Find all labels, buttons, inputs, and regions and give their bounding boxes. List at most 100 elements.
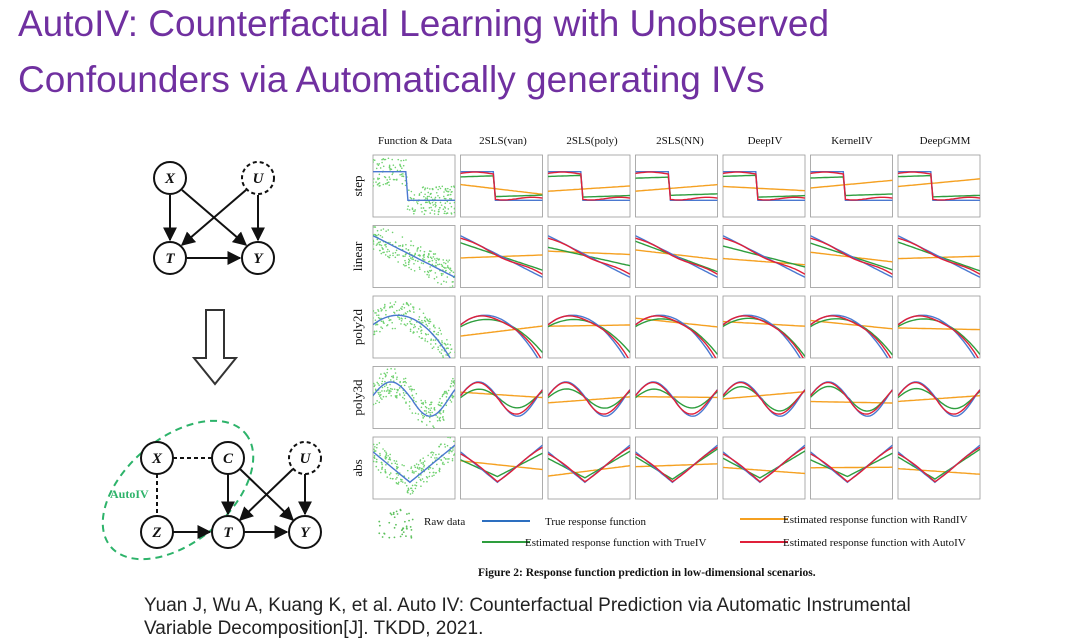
randiv-curve xyxy=(548,185,630,192)
raw-dot xyxy=(435,453,437,456)
raw-dot xyxy=(383,303,386,306)
raw-dot xyxy=(418,308,421,310)
raw-dot xyxy=(427,254,430,256)
raw-dot xyxy=(423,415,426,418)
plot-frame xyxy=(810,154,893,218)
raw-dot xyxy=(425,410,427,412)
raw-dot xyxy=(434,203,436,206)
trueiv-curve xyxy=(898,387,980,410)
raw-dot xyxy=(378,393,380,395)
trueiv-curve xyxy=(460,452,543,478)
legend-dot xyxy=(410,535,413,538)
raw-dot xyxy=(445,404,448,407)
raw-dot xyxy=(444,262,447,265)
raw-dot xyxy=(386,386,389,389)
raw-dot xyxy=(450,348,452,351)
raw-dot xyxy=(421,478,424,480)
raw-dot xyxy=(412,306,414,308)
raw-dot xyxy=(445,390,447,393)
raw-dot xyxy=(450,212,453,214)
raw-dot xyxy=(420,326,422,329)
raw-dot xyxy=(433,210,436,212)
raw-dot xyxy=(402,159,405,162)
raw-dot xyxy=(385,309,387,312)
raw-dot xyxy=(438,401,441,404)
raw-dot xyxy=(394,178,396,181)
raw-dot xyxy=(384,373,387,376)
raw-dot xyxy=(403,384,406,387)
raw-dot xyxy=(395,460,398,462)
raw-dot xyxy=(442,393,445,396)
raw-dot xyxy=(408,386,410,388)
raw-dot xyxy=(373,385,376,388)
autoiv-curve xyxy=(548,446,630,483)
raw-dot xyxy=(426,197,429,200)
top-graph-edges xyxy=(163,189,265,265)
raw-dot xyxy=(385,230,387,232)
legend-dot xyxy=(392,511,395,514)
raw-dot xyxy=(409,408,411,410)
raw-dot xyxy=(424,316,426,319)
autoiv-curve xyxy=(460,446,543,483)
raw-dot xyxy=(444,210,446,213)
raw-dot xyxy=(433,426,435,429)
raw-dot xyxy=(449,193,452,196)
raw-dot xyxy=(376,238,379,241)
raw-dot xyxy=(438,196,441,199)
autoiv-curve xyxy=(898,315,979,358)
raw-dot xyxy=(401,182,404,185)
plot-curves xyxy=(635,444,718,484)
raw-dot xyxy=(447,389,450,392)
raw-dot xyxy=(381,158,383,161)
autoiv-curve xyxy=(460,315,542,358)
raw-dot xyxy=(444,362,446,364)
raw-dot xyxy=(437,331,440,334)
raw-dot xyxy=(375,167,378,170)
raw-dot xyxy=(445,396,448,398)
raw-dot xyxy=(373,240,375,243)
trueiv-curve xyxy=(548,450,630,479)
raw-dot xyxy=(446,276,449,278)
randiv-curve xyxy=(723,391,805,400)
raw-dot xyxy=(434,198,436,200)
raw-dot xyxy=(437,348,439,351)
raw-dot xyxy=(441,463,444,465)
raw-dot xyxy=(439,416,441,419)
raw-dot xyxy=(411,484,414,487)
raw-dot xyxy=(392,172,394,174)
raw-dot xyxy=(438,445,440,448)
raw-dot xyxy=(398,387,401,389)
raw-dot xyxy=(435,191,438,194)
raw-dot xyxy=(394,327,396,330)
raw-dot xyxy=(403,381,405,383)
raw-dot xyxy=(381,236,384,238)
raw-dot xyxy=(402,255,404,257)
raw-dot xyxy=(375,323,378,326)
legend-dot xyxy=(408,519,410,522)
raw-dot xyxy=(388,456,391,459)
raw-dot xyxy=(450,270,453,272)
raw-dot xyxy=(426,477,429,479)
raw-dot xyxy=(417,413,420,415)
raw-dot xyxy=(429,266,431,268)
raw-dot xyxy=(381,327,384,330)
raw-dot xyxy=(381,382,383,385)
raw-dot xyxy=(394,251,397,254)
raw-dot xyxy=(409,196,412,199)
raw-dot xyxy=(447,458,449,460)
raw-dot xyxy=(397,481,400,484)
raw-dot xyxy=(400,319,403,322)
raw-dot xyxy=(405,243,407,246)
raw-dot xyxy=(377,241,380,244)
raw-dot xyxy=(444,187,447,190)
raw-dot xyxy=(396,309,398,312)
raw-dot xyxy=(427,407,430,410)
plot-curves xyxy=(460,235,543,278)
raw-dot xyxy=(440,412,442,415)
raw-dot xyxy=(438,263,441,266)
autoiv-curve xyxy=(548,381,630,415)
raw-dot xyxy=(449,267,452,270)
raw-dot xyxy=(397,261,399,263)
legend-label: Raw data xyxy=(424,516,465,528)
raw-dot xyxy=(426,340,429,343)
